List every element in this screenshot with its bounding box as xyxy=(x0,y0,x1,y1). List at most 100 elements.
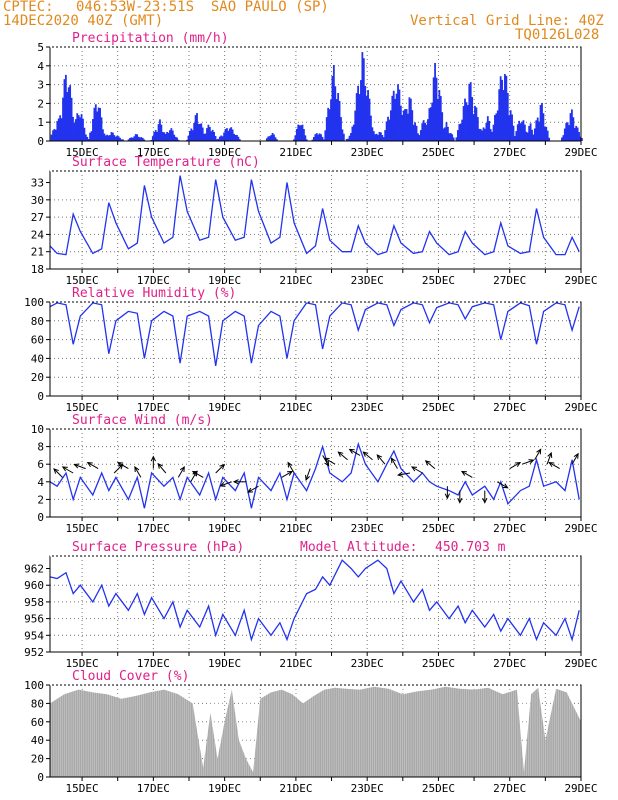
precip-bar xyxy=(435,77,438,141)
precip-bar xyxy=(482,127,485,141)
precip-bar xyxy=(455,137,458,141)
precip-bar xyxy=(543,126,546,141)
x-tick-label: 21DEC xyxy=(279,782,312,795)
precip-bar xyxy=(324,130,327,141)
precip-bar xyxy=(337,93,340,141)
precip-bar xyxy=(445,122,448,141)
y-tick-label: 5 xyxy=(37,41,44,54)
precip-bar xyxy=(193,122,196,141)
precip-bar xyxy=(129,138,131,141)
panel-frame xyxy=(49,301,582,397)
precip-bar xyxy=(362,58,365,142)
precip-bar xyxy=(231,129,234,141)
x-tick-label: 19DEC xyxy=(208,274,241,287)
x-tick-label: 19DEC xyxy=(208,401,241,414)
y-tick-label: 956 xyxy=(24,613,44,626)
wind-arrow xyxy=(62,466,74,474)
precip-bar xyxy=(462,106,465,141)
precip-bar xyxy=(392,90,395,141)
precip-bar xyxy=(271,132,274,141)
precip-bar xyxy=(432,77,435,141)
x-tick-label: 29DEC xyxy=(564,522,597,535)
precip-bar xyxy=(137,136,140,141)
precip-bar xyxy=(491,131,493,141)
panel-title: Cloud Cover (%) xyxy=(72,669,189,684)
precip-bar xyxy=(143,139,146,141)
precip-bar xyxy=(102,129,104,141)
precip-bar xyxy=(508,115,511,141)
precip-bar xyxy=(542,113,545,141)
wind-arrow-head xyxy=(348,448,355,454)
precip-bar xyxy=(576,127,579,141)
precip-bar xyxy=(207,124,210,141)
precip-bar xyxy=(502,89,505,141)
precip-bar xyxy=(64,74,67,141)
wind-arrow-head xyxy=(323,457,330,463)
y-tick-label: 20 xyxy=(31,371,44,384)
panel-frame xyxy=(49,170,582,270)
precip-bar xyxy=(499,76,502,141)
precip-bar xyxy=(318,133,321,141)
precip-bar xyxy=(431,102,434,141)
precip-bar xyxy=(471,97,474,141)
precip-bar xyxy=(130,137,133,141)
precip-bar xyxy=(579,136,582,141)
precip-bar xyxy=(107,135,110,141)
precip-bar xyxy=(203,133,206,141)
wind-arrow xyxy=(391,457,398,469)
precip-bar xyxy=(411,110,414,141)
precip-bar xyxy=(516,124,519,141)
precip-bar xyxy=(221,136,224,141)
x-tick-label: 19DEC xyxy=(208,657,241,670)
wind-arrow-head xyxy=(219,481,226,487)
y-tick-label: 40 xyxy=(31,352,44,365)
precip-bar xyxy=(419,130,422,141)
precip-bar xyxy=(330,99,332,141)
precip-bar xyxy=(437,99,439,141)
precip-bar xyxy=(434,62,436,141)
y-tick-label: 27 xyxy=(31,211,44,224)
precip-bar xyxy=(186,139,188,141)
wind-arrow-head xyxy=(536,448,542,455)
precip-bar xyxy=(170,128,173,141)
precip-bar xyxy=(274,137,277,141)
precip-bar xyxy=(391,95,394,141)
precip-bar xyxy=(216,139,218,141)
precip-bar xyxy=(213,132,216,141)
precip-bar xyxy=(536,117,539,141)
precip-bar xyxy=(360,80,362,141)
precip-bar xyxy=(313,136,315,141)
precip-bar xyxy=(492,124,495,141)
cloud-cover-area xyxy=(50,686,581,777)
precip-bar xyxy=(297,124,300,141)
precip-bar xyxy=(63,79,66,141)
wind-arrow xyxy=(509,462,521,470)
wind-arrow xyxy=(87,462,99,470)
precip-bar xyxy=(268,136,271,141)
precip-bar xyxy=(321,136,324,141)
precip-bar xyxy=(220,135,223,141)
wind-arrow xyxy=(247,485,259,493)
precip-bar xyxy=(385,121,388,141)
x-tick-label: 23DEC xyxy=(351,782,384,795)
precip-bar xyxy=(74,119,77,141)
x-tick-label: 17DEC xyxy=(137,401,170,414)
precip-bar xyxy=(404,109,407,141)
precip-bar xyxy=(526,132,529,141)
precip-bar xyxy=(69,85,72,141)
precip-bar xyxy=(466,105,469,141)
wind-arrow-head xyxy=(232,479,239,485)
precip-bar xyxy=(448,133,451,141)
wind-arrow-head xyxy=(362,451,369,457)
precip-bar xyxy=(265,138,268,141)
wind-arrow xyxy=(74,464,86,470)
precip-bar xyxy=(444,127,446,141)
precip-bar xyxy=(62,97,64,141)
header-source: CPTEC: xyxy=(3,0,54,15)
precip-bar xyxy=(575,125,578,141)
precip-bar xyxy=(347,138,350,141)
precip-bar xyxy=(218,136,221,141)
precip-bar xyxy=(388,119,391,141)
precip-bar xyxy=(538,121,541,141)
precip-bar xyxy=(177,139,180,141)
